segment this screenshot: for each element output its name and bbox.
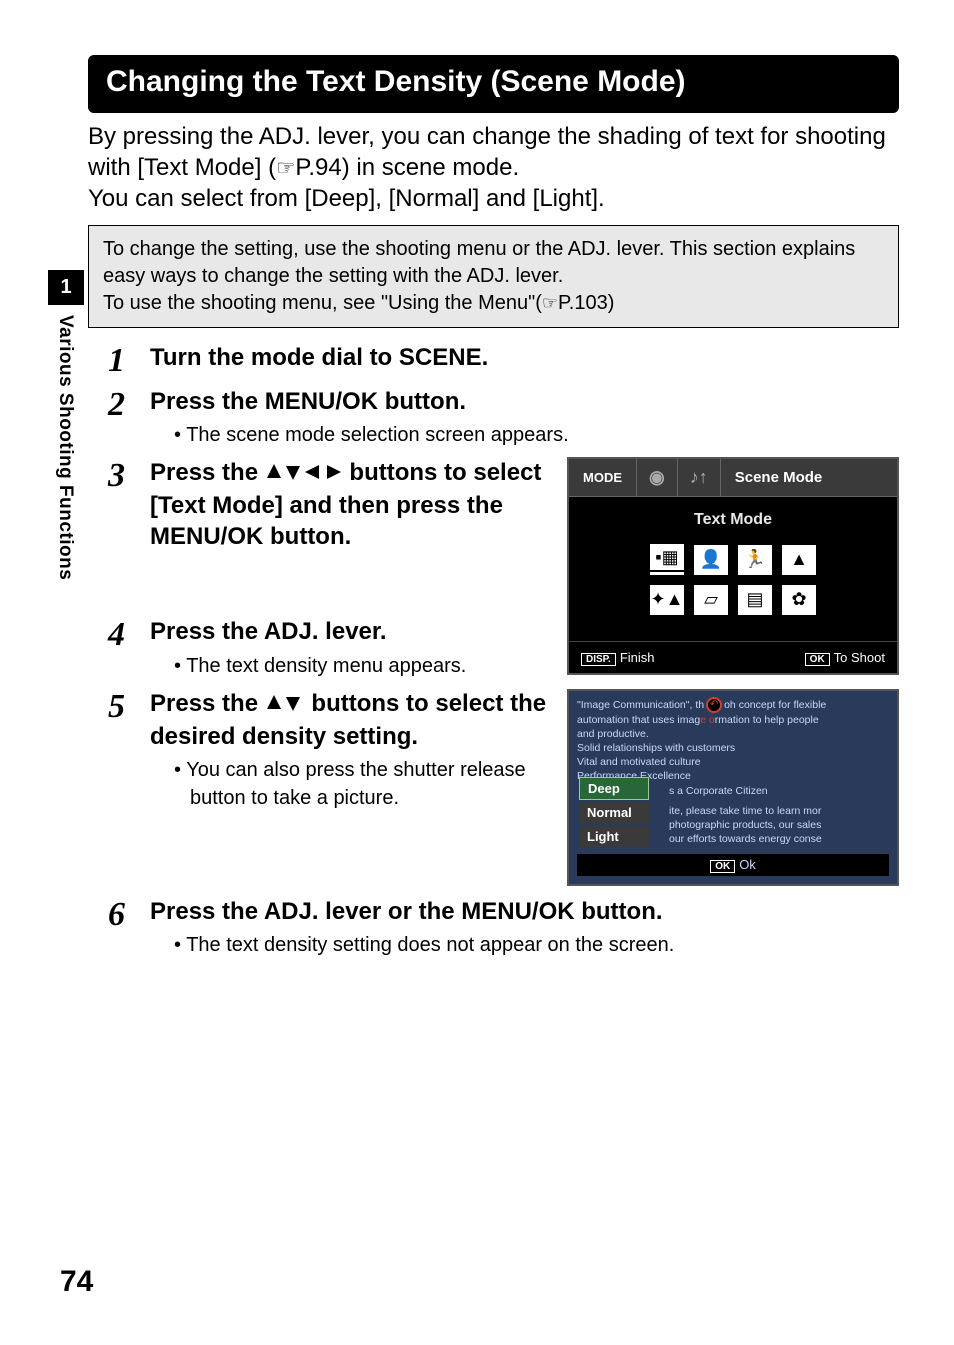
side-chapter-tab: 1 Various Shooting Functions [48,270,84,580]
landscape-icon: ▲ [782,545,816,575]
ref-icon: ☞ [276,154,295,182]
step-4: 4 Press the ADJ. lever. • The text densi… [108,616,551,679]
lcd-body: Text Mode ▪▦ 👤 🏃 ▲ ✦▲ ▱ ▤ ✿ [569,497,897,641]
sliders-icon: ♪↑ [690,467,708,488]
density-ok: OKOk [577,854,889,876]
portrait-icon: 👤 [694,545,728,575]
lcd-scene-mode-preview: MODE ◉ ♪↑ Scene Mode Text Mode ▪▦ 👤 🏃 ▲ [567,457,899,675]
nightscape-icon: ✦▲ [650,585,684,615]
lcd-mode-tab: MODE [569,459,637,496]
chapter-number: 1 [48,270,84,305]
step-number: 1 [108,342,150,378]
step-2: 2 Press the MENU/OK button. • The scene … [108,386,899,449]
lcd-to-shoot: OKTo Shoot [805,650,885,665]
density-opt-deep: Deep [579,777,649,801]
skew-icon: ▱ [694,585,728,615]
density-opt-normal: Normal [579,802,649,824]
step-sub: • The scene mode selection screen appear… [174,421,899,449]
lcd-header-right: Scene Mode [721,459,897,496]
step-number: 2 [108,386,150,422]
camera-icon: ◉ [649,467,665,488]
step-title: Press the ADJ. lever. [150,616,551,647]
step-number: 3 [108,457,150,493]
lcd-finish: DISP.Finish [581,650,655,665]
note-box: To change the setting, use the shooting … [88,225,899,328]
step-title: Turn the mode dial to SCENE. [150,342,899,373]
step-title: Press the buttons to select the desired … [150,688,551,752]
step-title: Press the buttons to select [Text Mode] … [150,457,551,553]
movie-icon: ▪▦ [650,545,684,575]
step-number: 4 [108,616,150,652]
page-title: Changing the Text Density (Scene Mode) [88,55,899,113]
density-opt-light: Light [579,826,649,848]
note-line-2: To use the shooting menu, see "Using the… [103,290,884,317]
page-number: 74 [60,1265,93,1299]
arrow-updownleftright-icon [265,459,343,490]
lcd-camera-tab: ◉ [637,459,678,496]
lcd-density-preview: "Image Communication", th↶oh concept for… [567,689,899,886]
step-sub: • The text density setting does not appe… [174,931,899,959]
density-menu: Deep Normal Light [579,777,649,850]
step-sub: • You can also press the shutter release… [174,756,551,812]
step-number: 5 [108,688,150,724]
lcd-top-bar: MODE ◉ ♪↑ Scene Mode [569,459,897,497]
step-number: 6 [108,896,150,932]
lcd-icon-row-1: ▪▦ 👤 🏃 ▲ [569,545,897,575]
intro-line-1b: P.94) in scene mode. [295,154,519,181]
density-right-text: s a Corporate Citizen ite, please take t… [669,784,889,847]
arrow-updown-icon [265,690,305,721]
step-6: 6 Press the ADJ. lever or the MENU/OK bu… [108,896,899,959]
cursor-icon: ↶ [706,697,722,713]
lcd-icon-row-2: ✦▲ ▱ ▤ ✿ [569,585,897,615]
step-title: Press the ADJ. lever or the MENU/OK butt… [150,896,899,927]
intro-text: By pressing the ADJ. lever, you can chan… [88,121,899,215]
lcd-settings-tab: ♪↑ [678,459,721,496]
intro-line-2: You can select from [Deep], [Normal] and… [88,185,605,212]
step-sub: • The text density menu appears. [174,652,551,680]
macro-icon: ✿ [782,585,816,615]
step-title: Press the MENU/OK button. [150,386,899,417]
ref-icon: ☞ [542,291,558,315]
lcd-mode-name: Text Mode [569,511,897,529]
chapter-title: Various Shooting Functions [48,305,82,580]
note-line-1: To change the setting, use the shooting … [103,236,884,290]
step-3: 3 Press the buttons to select [Text [108,457,551,553]
sports-icon: 🏃 [738,545,772,575]
lcd-bottom-bar: DISP.Finish OKTo Shoot [569,641,897,673]
text-icon: ▤ [738,585,772,615]
step-1: 1 Turn the mode dial to SCENE. [108,342,899,378]
step-5: 5 Press the buttons to select the desire… [108,688,551,812]
